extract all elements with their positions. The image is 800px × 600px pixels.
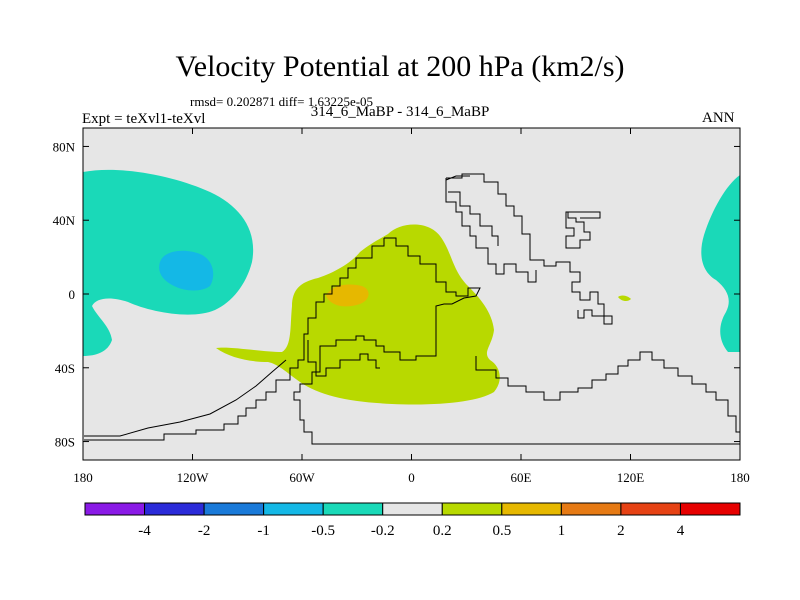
colorbar-label: 2 bbox=[617, 523, 625, 539]
coastline-scandinavia bbox=[448, 191, 499, 246]
coastline-asia-northeast bbox=[565, 211, 601, 249]
contour-region-negative-east-edge bbox=[701, 175, 740, 352]
contour-region-small-positive bbox=[618, 295, 631, 302]
coastline-north-america-west bbox=[307, 340, 380, 377]
coastline-africa-europe bbox=[446, 173, 613, 325]
lat-tick-label: 80N bbox=[53, 139, 76, 154]
lat-tick-label: 40N bbox=[53, 213, 76, 228]
lon-tick-label: 120W bbox=[177, 470, 210, 485]
colorbar-label: -0.2 bbox=[371, 523, 395, 539]
colorbar-label: -0.5 bbox=[311, 523, 335, 539]
longitude-axis: 180 120W 60W 0 60E 120E 180 bbox=[73, 128, 750, 485]
lon-tick-label: 180 bbox=[73, 470, 93, 485]
lat-tick-label: 0 bbox=[69, 287, 76, 302]
colorbar-swatch bbox=[84, 502, 146, 516]
coastline-arctic bbox=[445, 175, 470, 181]
plot-title: Velocity Potential at 200 hPa (km2/s) bbox=[175, 50, 625, 83]
colorbar-label: 0.2 bbox=[433, 523, 452, 539]
lon-tick-label: 60E bbox=[511, 470, 532, 485]
colorbar-swatch bbox=[560, 502, 622, 516]
colorbar-label: -4 bbox=[138, 523, 151, 539]
contour-region-core-atlantic bbox=[326, 284, 369, 307]
colorbar-label: -1 bbox=[257, 523, 270, 539]
colorbar-swatch bbox=[144, 502, 205, 516]
statistics-text: rmsd= 0.202871 diff= 1.63225e-05 bbox=[190, 94, 374, 109]
colorbar-swatch bbox=[203, 502, 265, 516]
coastline-south-america-east bbox=[293, 237, 740, 445]
lon-tick-label: 60W bbox=[289, 470, 315, 485]
lon-tick-label: 120E bbox=[617, 470, 645, 485]
colorbar-label: 4 bbox=[677, 523, 685, 539]
colorbar-label: 0.5 bbox=[492, 523, 511, 539]
contour-region-core-west-pacific bbox=[159, 250, 214, 291]
lon-tick-label: 0 bbox=[408, 470, 415, 485]
colorbar: -4 -2 -1 -0.5 -0.2 0.2 0.5 1 2 4 bbox=[84, 502, 741, 539]
lat-tick-label: 40S bbox=[55, 361, 75, 376]
coastline-indian-ocean bbox=[475, 351, 740, 433]
colorbar-label: -2 bbox=[198, 523, 211, 539]
colorbar-swatch bbox=[382, 502, 443, 516]
colorbar-swatch bbox=[620, 502, 681, 516]
contour-region-positive-atlantic-africa bbox=[216, 224, 500, 405]
latitude-axis: 80N 40N 0 40S 80S bbox=[53, 139, 740, 450]
season-label: ANN bbox=[702, 110, 735, 126]
coastline-south-america-west bbox=[84, 359, 287, 437]
colorbar-swatch bbox=[441, 502, 503, 516]
case-label: 314_6_MaBP - 314_6_MaBP bbox=[310, 104, 490, 120]
colorbar-swatch bbox=[322, 502, 384, 516]
coastlines bbox=[84, 173, 740, 445]
lat-tick-label: 80S bbox=[55, 435, 75, 450]
colorbar-swatch bbox=[501, 502, 562, 516]
lon-tick-label: 180 bbox=[730, 470, 750, 485]
coastline-south-america bbox=[84, 238, 385, 441]
experiment-label: Expt = teXvl1-teXvl bbox=[82, 111, 206, 127]
colorbar-swatch bbox=[263, 502, 324, 516]
coastline-europe-north bbox=[445, 178, 537, 283]
colorbar-swatch bbox=[679, 502, 741, 516]
colorbar-label: 1 bbox=[558, 523, 566, 539]
